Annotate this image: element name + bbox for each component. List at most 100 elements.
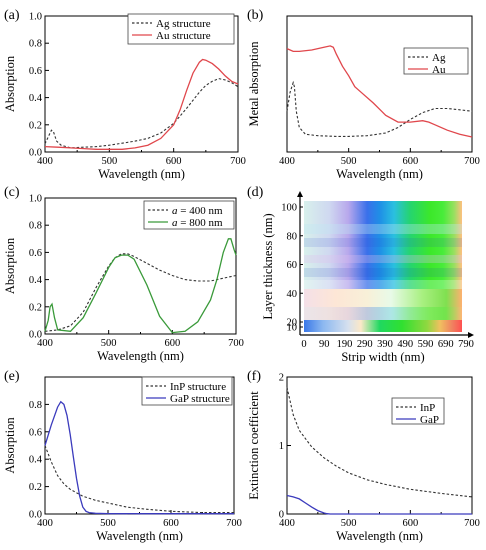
y-tick-label: 0.4: [29, 455, 43, 466]
x-tick-label: 600: [402, 518, 418, 529]
heatmap-x-tick-label: 0: [301, 339, 306, 350]
x-tick-label: 500: [341, 156, 357, 167]
x-tick-label: 600: [164, 338, 180, 349]
heatmap-x-tick-label: 490: [397, 339, 413, 350]
heatmap-x-tick-label: 290: [357, 339, 373, 350]
heatmap-y-tick-label: 20: [287, 318, 298, 329]
x-tick-label: 500: [101, 156, 117, 167]
y-tick-label: 0.8: [29, 39, 42, 50]
heatmap-y-tick-label: 10: [287, 323, 298, 334]
y-tick-label: 1: [279, 441, 284, 452]
legend-label: a = 400 nm: [172, 205, 223, 217]
heatmap-x-tick-label: 690: [438, 339, 454, 350]
series-line-a-=-400-nm: [44, 253, 237, 332]
legend-label: Au structure: [156, 30, 211, 42]
x-axis-label: Wavelength (nm): [97, 349, 184, 363]
heatmap-y-tick-label: 40: [287, 289, 298, 300]
x-axis-label: Wavelength (nm): [96, 529, 183, 543]
x-tick-label: 400: [37, 518, 53, 529]
heatmap-x-tick-label: 190: [337, 339, 353, 350]
panel-label-d: (d): [247, 185, 264, 200]
heatmap-y-arrow: [297, 191, 303, 197]
y-axis-label: Metal absorption: [247, 41, 261, 127]
series-line-a-=-800-nm: [44, 238, 237, 334]
heatmap-y-tick-label: 100: [281, 203, 297, 214]
y-tick-label: 0.2: [29, 302, 42, 313]
legend-label: GaP: [420, 414, 439, 426]
heatmap-bottom-row: [304, 320, 462, 332]
y-tick-label: 0.4: [29, 93, 43, 104]
panel-label-e: (e): [4, 369, 20, 384]
series-line-inp: [286, 387, 473, 498]
x-tick-label: 700: [226, 518, 242, 529]
legend-label: a = 800 nm: [172, 217, 223, 229]
heatmap-mid-row: [304, 307, 462, 320]
heatmap-y-tick-label: 60: [287, 260, 298, 271]
y-tick-label: 0.0: [29, 148, 42, 159]
x-axis-label: Wavelength (nm): [336, 529, 423, 543]
legend-box: [141, 376, 233, 406]
y-tick-label: 0.6: [29, 66, 42, 77]
panel-label-c: (c): [4, 185, 20, 200]
y-tick-label: 0.2: [29, 482, 42, 493]
y-tick-label: 0.6: [29, 248, 42, 259]
x-tick-label: 600: [166, 156, 182, 167]
legend-label: InP structure: [170, 381, 226, 393]
legend-label: Ag structure: [156, 18, 211, 30]
series-line-inp-structure: [44, 445, 234, 514]
legend-box: [143, 200, 235, 230]
heatmap-band-4: [304, 268, 462, 277]
heatmap-band-2: [304, 238, 462, 247]
y-tick-label: 1.0: [29, 194, 42, 205]
series-line-gap-structure: [44, 400, 234, 515]
heatmap-pink-row: [304, 289, 462, 307]
series-line-au-structure: [44, 58, 239, 150]
heatmap-d: [304, 201, 462, 332]
panel-label-f: (f): [247, 369, 261, 384]
x-tick-label: 700: [228, 338, 244, 349]
y-axis-label: Absorption: [3, 55, 17, 112]
plot-frame-1: [286, 15, 473, 153]
x-axis-label: Wavelength (nm): [98, 167, 185, 181]
y-tick-label: 0.8: [29, 221, 42, 232]
y-tick-label: 2: [279, 373, 284, 384]
panel-label-a: (a): [4, 8, 20, 23]
legend-label: GaP structure: [170, 393, 230, 405]
y-tick-label: 0.6: [29, 427, 42, 438]
panel-label-b: (b): [247, 8, 264, 23]
x-tick-label: 400: [279, 518, 295, 529]
y-axis-label: Absorption: [3, 237, 17, 294]
y-tick-label: 0.0: [29, 510, 42, 521]
x-tick-label: 500: [101, 338, 117, 349]
x-tick-label: 400: [279, 156, 295, 167]
x-tick-label: 600: [402, 156, 418, 167]
y-tick-label: 0.4: [29, 275, 43, 286]
legend-label: Ag: [432, 52, 446, 64]
series-line-ag-structure: [44, 78, 239, 149]
heatmap-x-axis-label: Strip width (nm): [341, 350, 424, 364]
heatmap-y-tick-label: 80: [287, 231, 298, 242]
legend-box: [127, 13, 235, 45]
x-tick-label: 600: [163, 518, 179, 529]
x-tick-label: 700: [464, 156, 480, 167]
series-line-gap: [286, 494, 472, 515]
x-tick-label: 400: [37, 338, 53, 349]
legend-box: [391, 397, 445, 425]
heatmap-band-3: [304, 255, 462, 263]
series-line-ag: [286, 80, 473, 137]
y-tick-label: 1.0: [29, 12, 42, 23]
series-line-au: [286, 45, 473, 138]
x-tick-label: 400: [37, 156, 53, 167]
heatmap-x-tick-label: 390: [377, 339, 393, 350]
x-tick-label: 700: [230, 156, 246, 167]
y-tick-label: 0.0: [29, 330, 42, 341]
heatmap-x-tick-label: 790: [458, 339, 474, 350]
y-tick-label: 0.8: [29, 400, 42, 411]
heatmap-band-1: [304, 224, 462, 234]
heatmap-band-5: [304, 280, 462, 289]
x-tick-label: 500: [341, 518, 357, 529]
y-axis-label: Absorption: [3, 417, 17, 474]
y-tick-label: 0.2: [29, 120, 42, 131]
heatmap-x-arrow: [468, 332, 474, 338]
